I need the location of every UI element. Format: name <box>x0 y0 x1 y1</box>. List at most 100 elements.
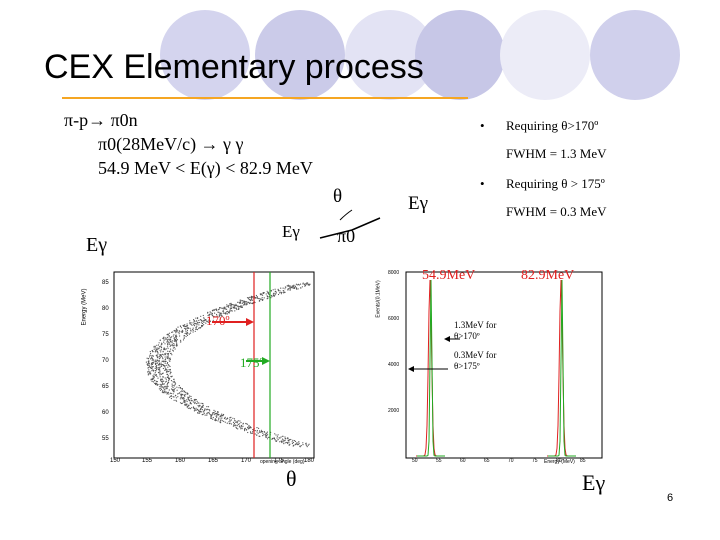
scatter-point <box>168 332 171 334</box>
scatter-point <box>239 425 241 427</box>
note-1: 1.3MeV for θ>170º <box>454 320 497 341</box>
scatter-point <box>235 303 237 305</box>
scatter-point <box>170 388 173 390</box>
scatter-point <box>155 348 157 350</box>
bullet-dot-1: • <box>480 118 485 133</box>
scatter-point <box>201 326 203 328</box>
scatter-point <box>165 371 168 373</box>
scatter-point <box>145 361 147 363</box>
scatter-point <box>244 301 246 303</box>
scatter-point <box>175 336 177 338</box>
scatter-point <box>159 372 161 374</box>
scatter-point <box>220 416 222 418</box>
scatter-point <box>153 361 155 363</box>
scatter-point <box>160 362 162 364</box>
scatter-point <box>179 398 181 400</box>
scatter-point <box>222 415 224 417</box>
scatter-point <box>255 294 257 297</box>
scatter-point <box>245 303 247 305</box>
bullet-fwhm-2: FWHM = 0.3 MeV <box>506 204 607 219</box>
scatter-point <box>188 333 190 335</box>
scatter-point <box>280 436 282 438</box>
scatter-point <box>182 330 184 332</box>
scatter-point <box>274 294 276 296</box>
right-xtick-4: 70 <box>508 458 514 464</box>
scatter-point <box>166 353 168 355</box>
scatter-point <box>188 396 190 398</box>
scatter-point <box>157 362 159 364</box>
scatter-point <box>208 319 210 321</box>
scatter-point <box>241 306 243 308</box>
scatter-point <box>163 337 165 339</box>
scatter-point <box>216 413 218 415</box>
scatter-point <box>226 422 228 424</box>
scatter-point <box>279 437 281 439</box>
scatter-point <box>155 367 157 369</box>
scatter-point <box>216 313 218 316</box>
scatter-point <box>273 292 275 294</box>
scatter-point <box>294 444 296 446</box>
scatter-point <box>181 397 183 399</box>
scatter-point <box>237 306 239 308</box>
scatter-point <box>213 409 215 411</box>
scatter-point <box>171 331 173 333</box>
scatter-point <box>200 402 202 404</box>
scatter-point <box>197 405 199 407</box>
scatter-point <box>190 330 192 332</box>
peak-high-green <box>548 279 576 457</box>
scatter-point <box>289 286 291 288</box>
scatter-point <box>181 388 183 390</box>
scatter-point <box>189 407 191 409</box>
scatter-point <box>215 419 217 421</box>
scatter-point <box>167 338 169 340</box>
scatter-point <box>248 296 251 298</box>
scatter-point <box>266 438 269 440</box>
scatter-point <box>211 310 214 312</box>
scatter-point <box>165 378 167 380</box>
scatter-point <box>223 306 225 309</box>
scatter-point <box>166 384 168 386</box>
scatter-point <box>187 405 189 407</box>
scatter-point <box>171 383 173 385</box>
scatter-point <box>182 339 185 341</box>
scatter-point <box>247 297 249 299</box>
left-ytick-1: 80 <box>102 306 109 312</box>
scatter-point <box>198 405 200 407</box>
scatter-point <box>188 398 190 401</box>
scatter-point <box>218 314 220 317</box>
scatter-point <box>191 324 193 326</box>
scatter-point <box>203 410 205 412</box>
scatter-point <box>159 353 161 356</box>
scatter-point <box>157 348 159 350</box>
scatter-point <box>178 385 180 387</box>
scatter-point <box>155 365 157 367</box>
scatter-point <box>155 350 157 352</box>
scatter-point <box>180 331 182 333</box>
bullet-dot-2: • <box>480 176 485 191</box>
scatter-point <box>196 321 199 323</box>
scatter-point <box>217 311 219 313</box>
scatter-point <box>155 351 157 353</box>
right-xtick-0: 50 <box>412 458 418 464</box>
scatter-point <box>166 341 168 343</box>
scatter-point <box>170 336 172 338</box>
scatter-point <box>165 360 167 362</box>
left-egamma-label: Eγ <box>86 234 108 256</box>
scatter-point <box>201 322 204 325</box>
scatter-point <box>166 393 168 395</box>
scatter-point <box>201 414 203 416</box>
scatter-point <box>169 370 171 372</box>
scatter-point <box>172 349 174 351</box>
scatter-point <box>175 334 177 336</box>
scatter-point <box>206 414 208 416</box>
scatter-point <box>154 345 156 347</box>
scatter-point <box>303 283 306 285</box>
scatter-point <box>230 416 232 418</box>
scatter-point <box>305 443 307 445</box>
scatter-point <box>223 420 225 422</box>
scatter-point <box>214 414 216 416</box>
decor-circle-5 <box>500 10 590 100</box>
scatter-point <box>233 422 235 425</box>
scatter-point <box>158 347 160 349</box>
scatter-point <box>157 369 160 371</box>
